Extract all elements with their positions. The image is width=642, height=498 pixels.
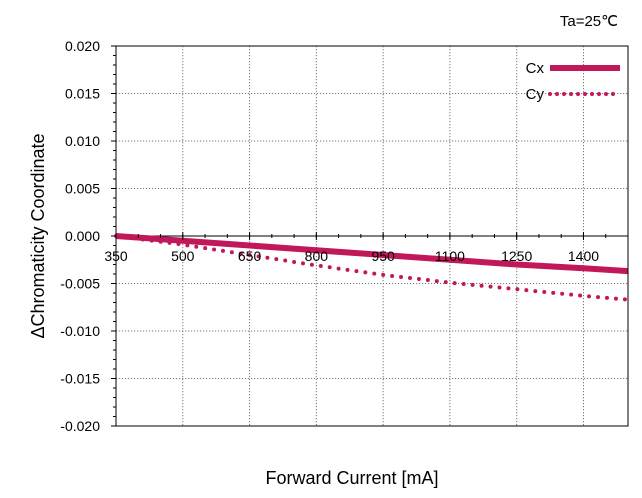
y-tick-label: 0.020 [65,38,100,54]
legend-label-cy: Cy [526,86,545,103]
x-tick-label: 650 [238,248,262,264]
y-tick-label: -0.015 [60,371,100,387]
tick-marks [111,45,629,427]
y-tick-labels: 0.020 0.015 0.010 0.005 0.000 -0.005 -0.010 -0.… [60,38,100,434]
y-tick-label: -0.005 [60,276,100,292]
x-axis-title: Forward Current [mA] [265,468,438,488]
x-tick-label: 1100 [435,248,465,264]
legend: Cx Cy [526,60,622,103]
x-tick-label: 800 [305,248,329,264]
x-tick-label: 350 [104,248,128,264]
x-tick-label: 950 [371,248,395,264]
x-tick-label: 1400 [568,248,599,264]
legend-label-cx: Cx [526,60,545,77]
temperature-annotation: Ta=25℃ [560,13,618,30]
y-tick-label: 0.010 [65,133,100,149]
x-tick-labels: 350 500 650 800 950 1100 1250 1400 [104,248,599,264]
y-tick-label: 0.000 [65,228,100,244]
y-tick-label: 0.015 [65,86,100,102]
y-tick-label: 0.005 [65,181,100,197]
grid [116,46,628,426]
x-tick-label: 500 [171,248,195,264]
x-tick-label: 1250 [501,248,532,264]
y-tick-label: -0.010 [60,323,100,339]
series-lines [114,233,630,302]
y-axis-title: ΔChromaticity Coordinate [28,133,48,338]
y-tick-label: -0.020 [60,418,100,434]
